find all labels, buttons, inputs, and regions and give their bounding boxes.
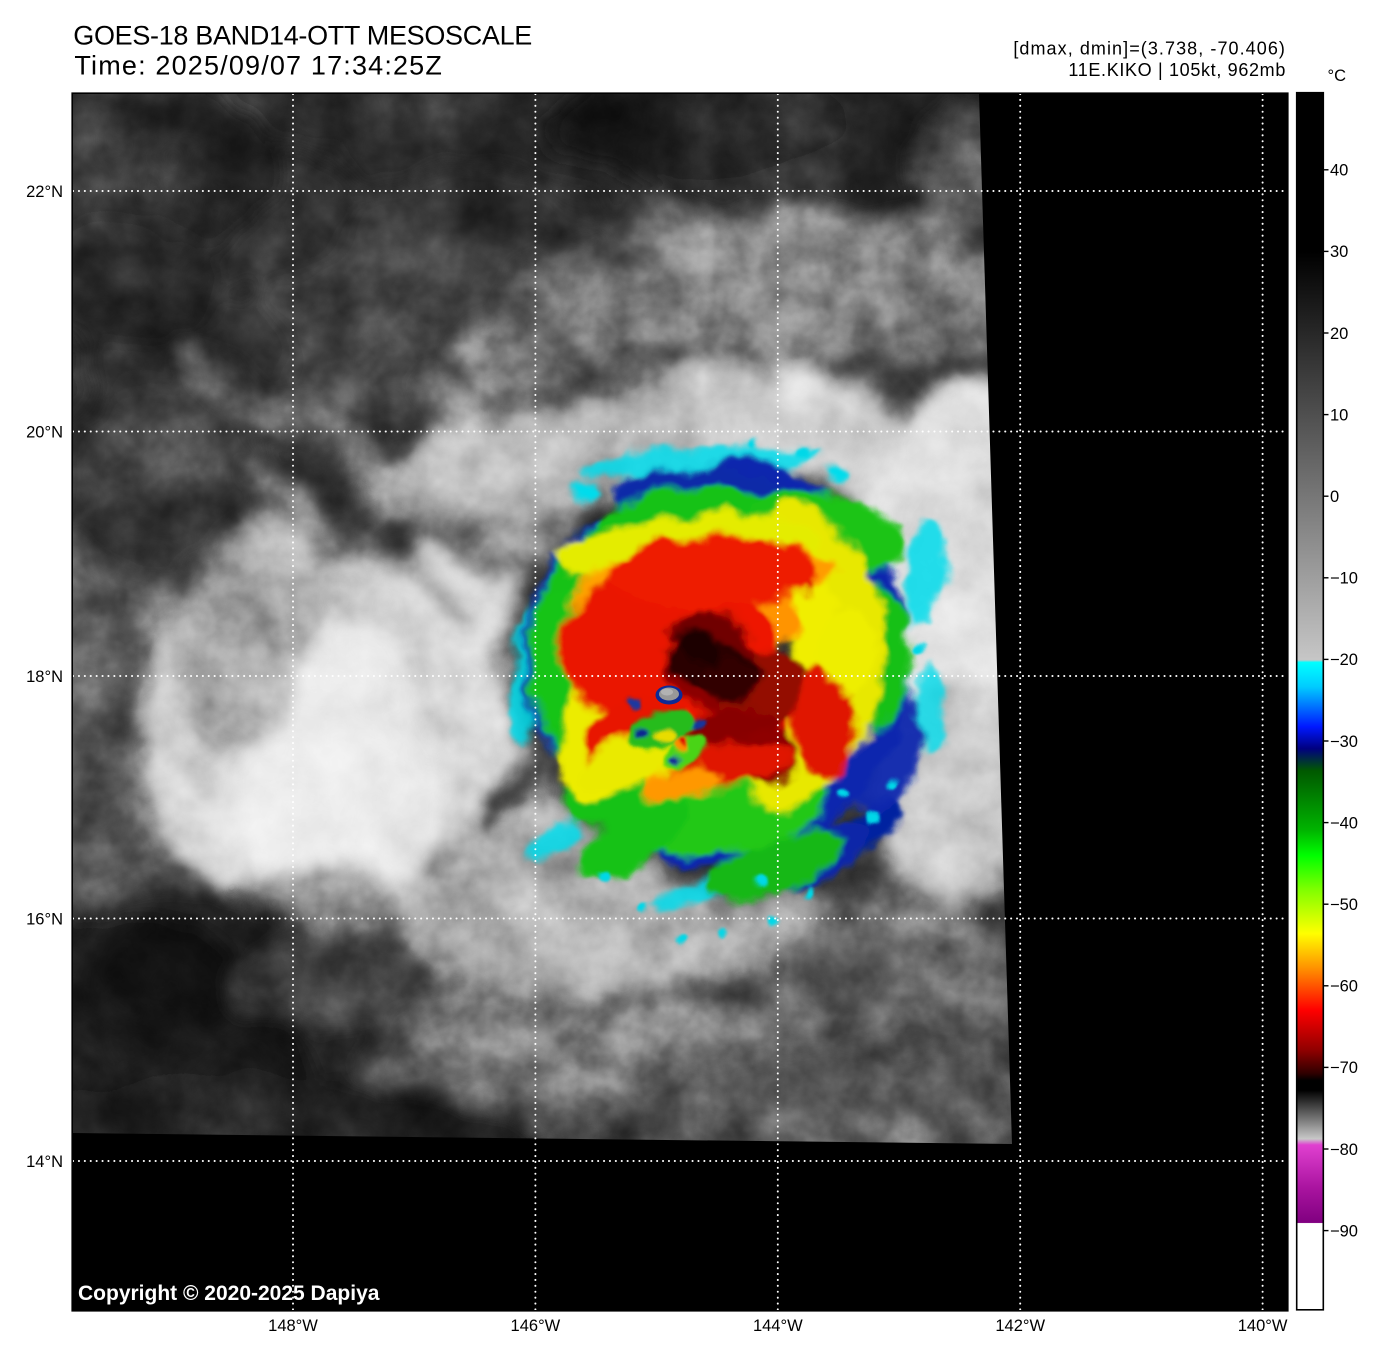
svg-text:°C: °C	[1328, 67, 1347, 85]
svg-text:Time: 2025/09/07 17:34:25Z: Time: 2025/09/07 17:34:25Z	[74, 51, 443, 81]
svg-text:18°N: 18°N	[26, 668, 63, 686]
svg-text:−90: −90	[1330, 1222, 1358, 1240]
svg-text:−40: −40	[1330, 814, 1358, 832]
svg-text:30: 30	[1330, 243, 1348, 261]
svg-text:148°W: 148°W	[268, 1317, 318, 1335]
svg-text:10: 10	[1330, 406, 1348, 424]
svg-text:−30: −30	[1330, 733, 1358, 751]
svg-text:GOES-18 BAND14-OTT MESOSCALE: GOES-18 BAND14-OTT MESOSCALE	[73, 20, 532, 50]
svg-text:−10: −10	[1330, 570, 1358, 588]
svg-text:22°N: 22°N	[26, 183, 63, 201]
svg-text:Copyright © 2020-2025 Dapiya: Copyright © 2020-2025 Dapiya	[78, 1282, 380, 1305]
svg-text:140°W: 140°W	[1238, 1317, 1288, 1335]
svg-text:0: 0	[1330, 488, 1339, 506]
svg-text:40: 40	[1330, 162, 1348, 180]
svg-text:−70: −70	[1330, 1059, 1358, 1077]
svg-text:11E.KIKO | 105kt, 962mb: 11E.KIKO | 105kt, 962mb	[1068, 60, 1286, 80]
svg-text:16°N: 16°N	[26, 910, 63, 928]
svg-text:146°W: 146°W	[511, 1317, 561, 1335]
svg-text:−80: −80	[1330, 1141, 1358, 1159]
svg-text:[dmax, dmin]=(3.738, -70.406): [dmax, dmin]=(3.738, -70.406)	[1013, 38, 1286, 58]
svg-text:142°W: 142°W	[995, 1317, 1045, 1335]
svg-text:−20: −20	[1330, 651, 1358, 669]
svg-text:−50: −50	[1330, 896, 1358, 914]
svg-text:14°N: 14°N	[26, 1153, 63, 1171]
svg-text:−60: −60	[1330, 978, 1358, 996]
svg-text:20°N: 20°N	[26, 423, 63, 441]
svg-text:144°W: 144°W	[753, 1317, 803, 1335]
svg-text:20: 20	[1330, 325, 1348, 343]
